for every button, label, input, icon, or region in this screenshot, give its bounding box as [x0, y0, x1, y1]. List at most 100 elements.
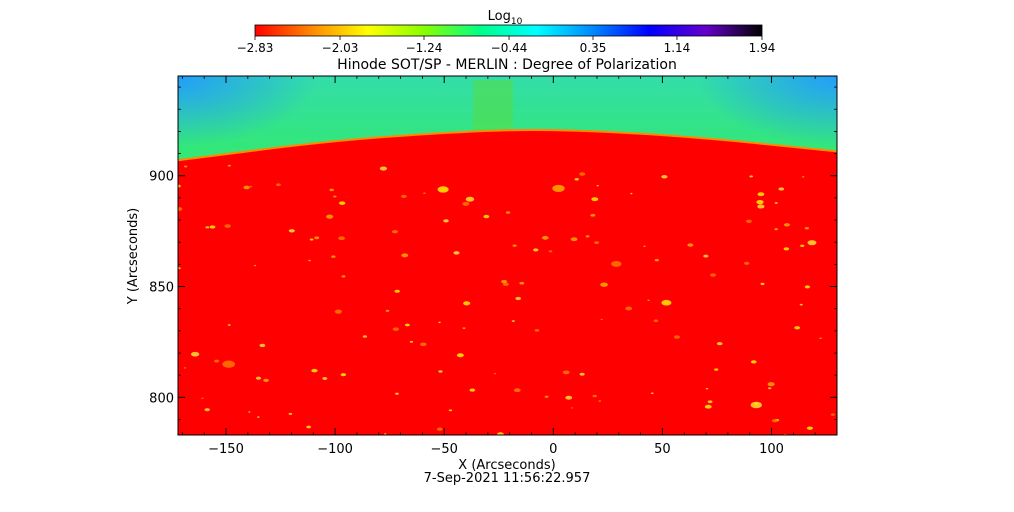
polarization-patch: [392, 327, 399, 331]
polarization-patch: [760, 282, 765, 286]
polarization-patch: [243, 185, 250, 190]
polarization-patch: [483, 214, 490, 219]
polarization-patch: [585, 235, 590, 238]
polarization-patch: [338, 201, 346, 205]
x-tick-label: −50: [430, 442, 457, 457]
polarization-patch: [774, 228, 779, 231]
polarization-patch: [331, 255, 336, 258]
plot-area: [178, 76, 837, 435]
polarization-patch: [801, 176, 805, 178]
polarization-patch: [804, 285, 810, 289]
polarization-patch: [579, 372, 585, 376]
polarization-patch: [214, 359, 220, 363]
polarization-patch: [750, 360, 757, 364]
polarization-patch: [338, 236, 345, 241]
top-right-corner-region: [697, 76, 837, 146]
polarization-patch: [570, 407, 574, 409]
polarization-patch: [384, 433, 387, 435]
polarization-patch: [462, 201, 470, 206]
y-tick-label: 900: [149, 170, 174, 185]
polarization-patch: [515, 296, 522, 301]
polarization-patch: [778, 187, 785, 191]
polarization-patch: [423, 192, 426, 195]
polarization-patch: [178, 184, 181, 188]
polarization-patch: [703, 254, 709, 258]
x-tick-label: −100: [317, 442, 353, 457]
polarization-patch: [590, 213, 596, 217]
polarization-patch: [255, 376, 262, 380]
polarization-patch: [592, 394, 597, 398]
polarization-patch: [647, 299, 650, 302]
y-axis: 800 850 900: [149, 86, 837, 420]
x-axis-label: X (Arcseconds): [458, 458, 555, 473]
polarization-patch: [625, 306, 633, 311]
polarization-patch: [462, 327, 466, 330]
colorbar-tick-label: −2.83: [237, 41, 274, 55]
polarization-patch: [493, 372, 497, 375]
polarization-patch: [224, 224, 231, 228]
chart-title: Hinode SOT/SP - MERLIN : Degree of Polar…: [337, 57, 677, 73]
polarization-patch: [830, 413, 836, 416]
polarization-patch: [654, 258, 660, 262]
polarization-patch: [409, 340, 414, 343]
polarization-patch: [201, 397, 204, 399]
polarization-patch: [497, 432, 504, 435]
polarization-patch: [391, 229, 399, 234]
polarization-patch: [749, 175, 753, 178]
polarization-patch: [533, 248, 539, 252]
colorbar-ticks: −2.83 −2.03 −1.24 −0.44 0.35 1.14 1.94: [237, 36, 776, 55]
polarization-patch: [322, 377, 328, 380]
x-tick-label: 100: [759, 442, 784, 457]
polarization-patch: [420, 342, 427, 347]
polarization-patch: [794, 326, 801, 330]
polarization-patch: [253, 264, 257, 267]
polarization-patch: [463, 301, 471, 306]
polarization-patch: [552, 184, 565, 192]
polarization-patch: [579, 172, 586, 176]
polarization-patch: [565, 395, 573, 400]
polarization-patch: [465, 196, 475, 202]
colorbar-tick-label: 1.94: [749, 41, 776, 55]
polarization-patch: [519, 281, 525, 285]
polarization-patch: [276, 183, 281, 187]
y-axis-label: Y (Arcseconds): [126, 208, 141, 305]
polarization-patch: [469, 388, 476, 392]
polarization-patch: [263, 378, 269, 382]
polarization-patch: [309, 238, 314, 241]
plot-frame: [177, 75, 838, 436]
polarization-patch: [326, 214, 334, 219]
polarization-patch: [598, 400, 601, 402]
polarization-patch: [574, 178, 579, 181]
colorbar-tick-label: 0.35: [580, 41, 607, 55]
polarization-patch: [757, 204, 765, 209]
polarization-patch: [707, 400, 713, 404]
polarization-patch: [757, 192, 765, 197]
polarization-patch: [594, 241, 600, 245]
polarization-patch: [661, 299, 672, 306]
polarization-patch: [340, 373, 347, 377]
y-tick-label: 800: [149, 391, 174, 406]
polarization-patch: [591, 197, 599, 202]
polarization-patch: [178, 267, 181, 270]
colorbar: Log10 −2.83 −2.03 −1.24 −0.44 0.35 1.14 1.94: [237, 9, 776, 55]
scan-stripe: [473, 80, 513, 130]
polarization-patch: [379, 166, 388, 171]
polarization-patch: [768, 387, 772, 390]
x-axis: −150 −100 −50 0 50 100: [181, 76, 838, 457]
polarization-patch: [783, 223, 791, 227]
polarization-patch: [259, 343, 266, 348]
polarization-patch: [653, 319, 659, 322]
polarization-patch: [248, 411, 251, 413]
polarization-patch: [673, 335, 680, 339]
polarization-patch: [807, 240, 817, 246]
polarization-patch: [362, 335, 368, 338]
polarization-patch: [184, 165, 188, 168]
colorbar-tick-label: −0.44: [491, 41, 528, 55]
polarization-patch: [204, 408, 210, 412]
polarization-patch: [541, 235, 549, 240]
colorbar-tick-label: −1.24: [406, 41, 443, 55]
polarization-patch: [511, 320, 515, 322]
polarization-patch: [745, 219, 752, 223]
colorbar-bar: [254, 24, 763, 37]
polarization-patch: [436, 427, 443, 431]
